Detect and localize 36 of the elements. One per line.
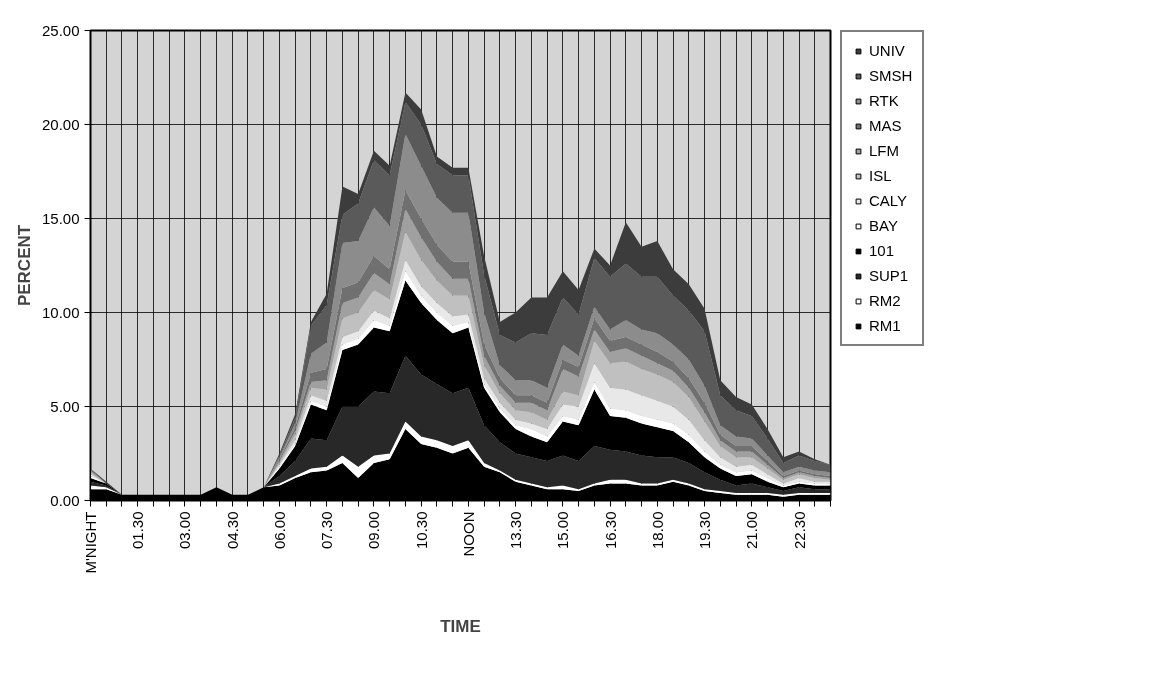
- legend-label: RM2: [869, 292, 901, 309]
- x-tick-label: 19.30: [696, 511, 714, 550]
- x-tick-label: 04.30: [223, 511, 241, 550]
- legend-label: RTK: [869, 92, 899, 109]
- legend-label: MAS: [869, 117, 902, 134]
- x-tick-label: M'NIGHT: [82, 511, 99, 574]
- legend-label: BAY: [869, 217, 898, 234]
- legend-label: ISL: [869, 167, 892, 184]
- y-tick-label: 25.00: [41, 21, 80, 39]
- legend-label: UNIV: [869, 42, 905, 59]
- y-tick-label: 10.00: [41, 303, 80, 321]
- x-tick-label: 03.00: [176, 511, 194, 550]
- x-tick-label: 07.30: [318, 511, 336, 550]
- y-tick-label: 0.00: [50, 491, 80, 509]
- x-tick-label: 22.30: [790, 511, 808, 550]
- legend-label: SUP1: [869, 267, 909, 284]
- x-axis-title: TIME: [440, 616, 481, 636]
- x-tick-label: 13.30: [507, 511, 525, 550]
- y-tick-label: 5.00: [50, 397, 80, 415]
- x-tick-label: 21.00: [743, 511, 761, 550]
- y-tick-label: 15.00: [41, 209, 80, 227]
- x-tick-label: NOON: [459, 511, 477, 557]
- x-tick-label: 10.30: [412, 511, 430, 550]
- x-tick-label: 09.00: [365, 511, 383, 550]
- x-tick-label: 18.00: [648, 511, 666, 550]
- x-tick-label: 01.30: [129, 511, 147, 550]
- x-tick-label: 16.30: [601, 511, 619, 550]
- legend-label: SMSH: [869, 67, 913, 84]
- legend-label: CALY: [869, 192, 908, 209]
- y-tick-label: 20.00: [41, 115, 80, 133]
- legend-label: 101: [869, 242, 895, 259]
- x-tick-label: 15.00: [554, 511, 572, 550]
- legend-label: LFM: [869, 142, 899, 159]
- legend-label: RM1: [869, 317, 901, 334]
- x-tick-label: 06.00: [270, 511, 288, 550]
- y-axis-title: PERCENT: [14, 224, 34, 307]
